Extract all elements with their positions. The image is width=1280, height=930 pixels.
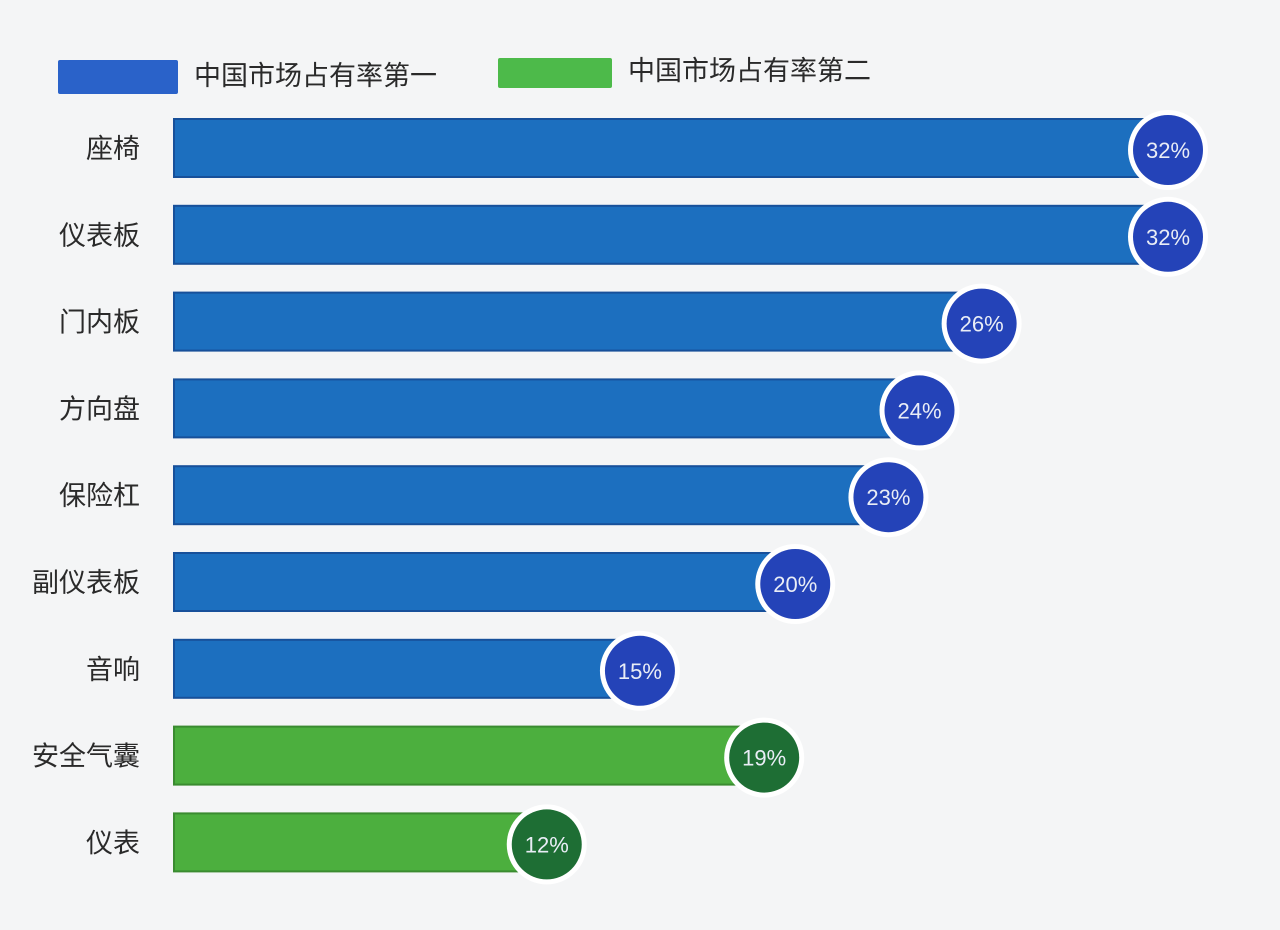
category-label: 安全气囊 — [32, 742, 140, 773]
value-circle — [853, 462, 924, 533]
bar — [173, 204, 1169, 265]
category-label: 音响 — [86, 655, 140, 686]
value-circle — [760, 549, 831, 619]
legend-label-first: 中国市场占有率第一 — [194, 61, 437, 92]
value-label: 32% — [1146, 138, 1190, 163]
value-circle — [511, 809, 582, 880]
value-label: 12% — [525, 832, 569, 857]
value-label: 26% — [960, 312, 1004, 337]
category-label: 仪表板 — [59, 221, 140, 252]
value-circle — [729, 722, 800, 793]
bar — [173, 465, 890, 526]
bar — [173, 378, 921, 439]
category-label: 方向盘 — [59, 394, 140, 425]
value-label: 24% — [897, 398, 941, 423]
bar — [173, 725, 766, 786]
legend: 中国市场占有率第一 中国市场占有率第二 — [58, 56, 871, 94]
value-circle — [946, 288, 1017, 359]
value-label: 23% — [866, 485, 910, 510]
category-label: 座椅 — [86, 134, 140, 165]
value-circle — [884, 375, 955, 446]
category-label: 保险杠 — [59, 481, 140, 512]
bar — [173, 812, 548, 873]
value-label: 19% — [742, 746, 786, 771]
value-label: 15% — [618, 659, 662, 684]
bar — [173, 291, 983, 352]
category-label: 仪表 — [86, 828, 140, 859]
category-label: 副仪表板 — [32, 568, 140, 599]
category-label: 门内板 — [59, 308, 140, 339]
legend-label-second: 中国市场占有率第二 — [628, 56, 871, 87]
legend-swatch-first — [58, 60, 178, 94]
value-circle — [604, 635, 675, 706]
value-circle — [1133, 115, 1203, 185]
bar-group: 座椅 32% 仪表板 32% 门内板 26% 方向盘 24% 保险杠 23% 副仪表板 20% 音响 15… — [32, 110, 1208, 885]
bar — [173, 638, 641, 699]
bar — [173, 118, 1169, 178]
value-circle — [1133, 201, 1203, 272]
value-label: 32% — [1146, 225, 1190, 250]
legend-swatch-second — [498, 58, 612, 88]
value-label: 20% — [773, 572, 817, 597]
bar — [173, 552, 797, 612]
